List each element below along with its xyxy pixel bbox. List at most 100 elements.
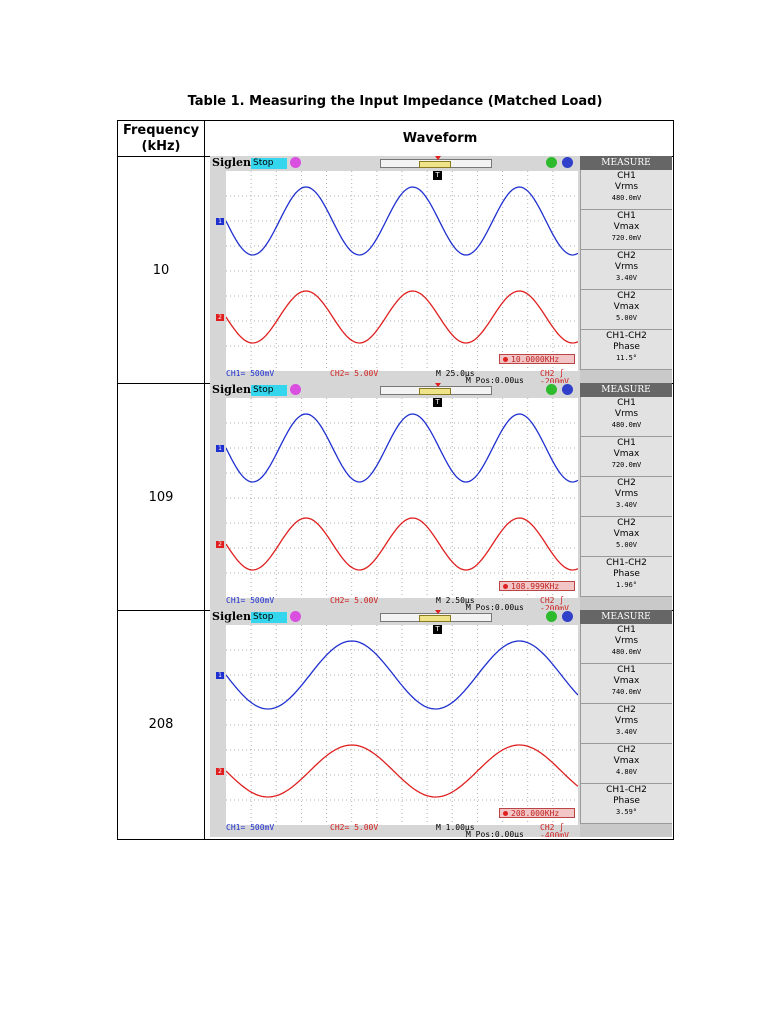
- frequency-value: 109: [148, 490, 174, 505]
- measure-item: CH1-CH2 Phase 1.96°: [580, 557, 672, 597]
- trigger-marker-icon: T: [433, 171, 442, 180]
- position-window: [419, 161, 451, 168]
- waveform-plot: [225, 398, 579, 598]
- measure-value: 3.40V: [615, 274, 638, 282]
- ch2-marker-icon: 2: [216, 541, 224, 548]
- ch2-marker-icon: 2: [216, 314, 224, 321]
- measure-panel: MEASURE CH1 Vrms 480.0mV CH1 Vmax 720.0m…: [580, 156, 672, 383]
- waveform-plot: [225, 171, 579, 371]
- measure-param: Vrms: [614, 489, 639, 499]
- waveform-plot: [225, 625, 579, 825]
- measure-param: Vrms: [614, 409, 639, 419]
- measure-panel: MEASURE CH1 Vrms 480.0mV CH1 Vmax 740.0m…: [580, 610, 672, 837]
- waveform-grid: [225, 625, 579, 825]
- measure-item: CH1 Vrms 480.0mV: [580, 397, 672, 437]
- measure-param: Vrms: [614, 636, 639, 646]
- usb-icon: [546, 384, 557, 395]
- measure-param: Phase: [613, 796, 640, 806]
- measure-item: CH1-CH2 Phase 3.59°: [580, 784, 672, 824]
- position-window: [419, 615, 451, 622]
- settings-icon: [562, 611, 573, 622]
- position-window: [419, 388, 451, 395]
- waveform-grid: [225, 171, 579, 371]
- measurement-table: Frequency (kHz) Waveform 10 109 208 Sigl…: [117, 120, 674, 840]
- ch1-trace: [225, 186, 579, 256]
- ch2-scale: CH2= 5.00V: [330, 369, 379, 378]
- measure-param: Vmax: [613, 756, 640, 766]
- measure-param: Vmax: [613, 222, 640, 232]
- measure-item: CH1 Vrms 480.0mV: [580, 170, 672, 210]
- run-state-badge: Stop: [251, 385, 287, 396]
- measure-title: MEASURE: [580, 156, 672, 170]
- measure-item: CH2 Vrms 3.40V: [580, 477, 672, 517]
- oscilloscope-screen: Siglent Stop 1 2 T 208.000KHz CH1= 500mV…: [210, 610, 672, 837]
- measure-source: CH1: [617, 171, 636, 181]
- column-divider: [204, 121, 205, 839]
- ch1-marker-icon: 1: [216, 672, 224, 679]
- usb-icon: [546, 611, 557, 622]
- brand-logo: Siglent: [212, 610, 257, 623]
- measure-source: CH1: [617, 398, 636, 408]
- measure-item: CH2 Vrms 3.40V: [580, 704, 672, 744]
- measure-source: CH2: [617, 251, 636, 261]
- trigger-position-icon: [435, 610, 441, 614]
- run-state-badge: Stop: [251, 612, 287, 623]
- ch2-trace: [225, 517, 579, 571]
- settings-icon: [562, 384, 573, 395]
- measure-title: MEASURE: [580, 383, 672, 397]
- trigger-setting: CH2 ∫ -200mV: [540, 596, 569, 611]
- oscilloscope-screen: Siglent Stop 1 2 T 108.999KHz CH1= 500mV…: [210, 383, 672, 610]
- ch1-trace: [225, 413, 579, 483]
- measure-value: 720.0mV: [611, 461, 642, 469]
- measure-param: Phase: [613, 342, 640, 352]
- measure-source: CH1: [617, 211, 636, 221]
- horizontal-position-bar: [380, 613, 492, 622]
- status-bar: CH1= 500mV CH2= 5.00V M 1.00μs M Pos:0.0…: [210, 823, 580, 838]
- measure-source: CH1-CH2: [606, 785, 647, 795]
- measure-value: 3.40V: [615, 728, 638, 736]
- measure-value: 1.96°: [615, 581, 638, 589]
- measure-item: CH1 Vmax 740.0mV: [580, 664, 672, 704]
- horizontal-position-bar: [380, 159, 492, 168]
- trigger-position-icon: [435, 156, 441, 160]
- measure-value: 11.5°: [615, 354, 638, 362]
- trigger-position-icon: [435, 383, 441, 387]
- measure-source: CH2: [617, 745, 636, 755]
- measure-value: 3.59°: [615, 808, 638, 816]
- measure-item: CH2 Vmax 5.00V: [580, 517, 672, 557]
- trigger-setting: CH2 ∫ -400mV: [540, 823, 569, 838]
- measure-item: CH2 Vmax 4.80V: [580, 744, 672, 784]
- measure-param: Vrms: [614, 716, 639, 726]
- status-bar: CH1= 500mV CH2= 5.00V M 25.0μs M Pos:0.0…: [210, 369, 580, 384]
- trigger-position: M Pos:0.00μs: [466, 830, 524, 838]
- measure-panel: MEASURE CH1 Vrms 480.0mV CH1 Vmax 720.0m…: [580, 383, 672, 610]
- ch2-trace: [225, 290, 579, 344]
- frequency-readout: 10.0000KHz: [499, 354, 575, 364]
- measure-source: CH1-CH2: [606, 331, 647, 341]
- ch1-scale: CH1= 500mV: [226, 823, 275, 832]
- trigger-marker-icon: T: [433, 398, 442, 407]
- measure-item: CH1 Vmax 720.0mV: [580, 437, 672, 477]
- measure-value: 3.40V: [615, 501, 638, 509]
- ch1-trace: [225, 640, 579, 710]
- brand-logo: Siglent: [212, 156, 257, 169]
- ch2-scale: CH2= 5.00V: [330, 596, 379, 605]
- ch2-scale: CH2= 5.00V: [330, 823, 379, 832]
- oscilloscope-screen: Siglent Stop 1 2 T 10.0000KHz CH1= 500mV…: [210, 156, 672, 383]
- ch1-marker-icon: 1: [216, 218, 224, 225]
- ch2-trace: [225, 744, 579, 798]
- probe-icon: [290, 611, 301, 622]
- measure-value: 5.00V: [615, 541, 638, 549]
- measure-source: CH1: [617, 438, 636, 448]
- measure-source: CH2: [617, 705, 636, 715]
- trigger-setting: CH2 ∫ -200mV: [540, 369, 569, 384]
- trigger-marker-icon: T: [433, 625, 442, 634]
- probe-icon: [290, 384, 301, 395]
- measure-param: Vmax: [613, 676, 640, 686]
- waveform-header: Waveform: [402, 131, 478, 146]
- frequency-value: 208: [148, 717, 174, 732]
- measure-item: CH1 Vrms 480.0mV: [580, 624, 672, 664]
- measure-param: Vmax: [613, 302, 640, 312]
- measure-param: Phase: [613, 569, 640, 579]
- usb-icon: [546, 157, 557, 168]
